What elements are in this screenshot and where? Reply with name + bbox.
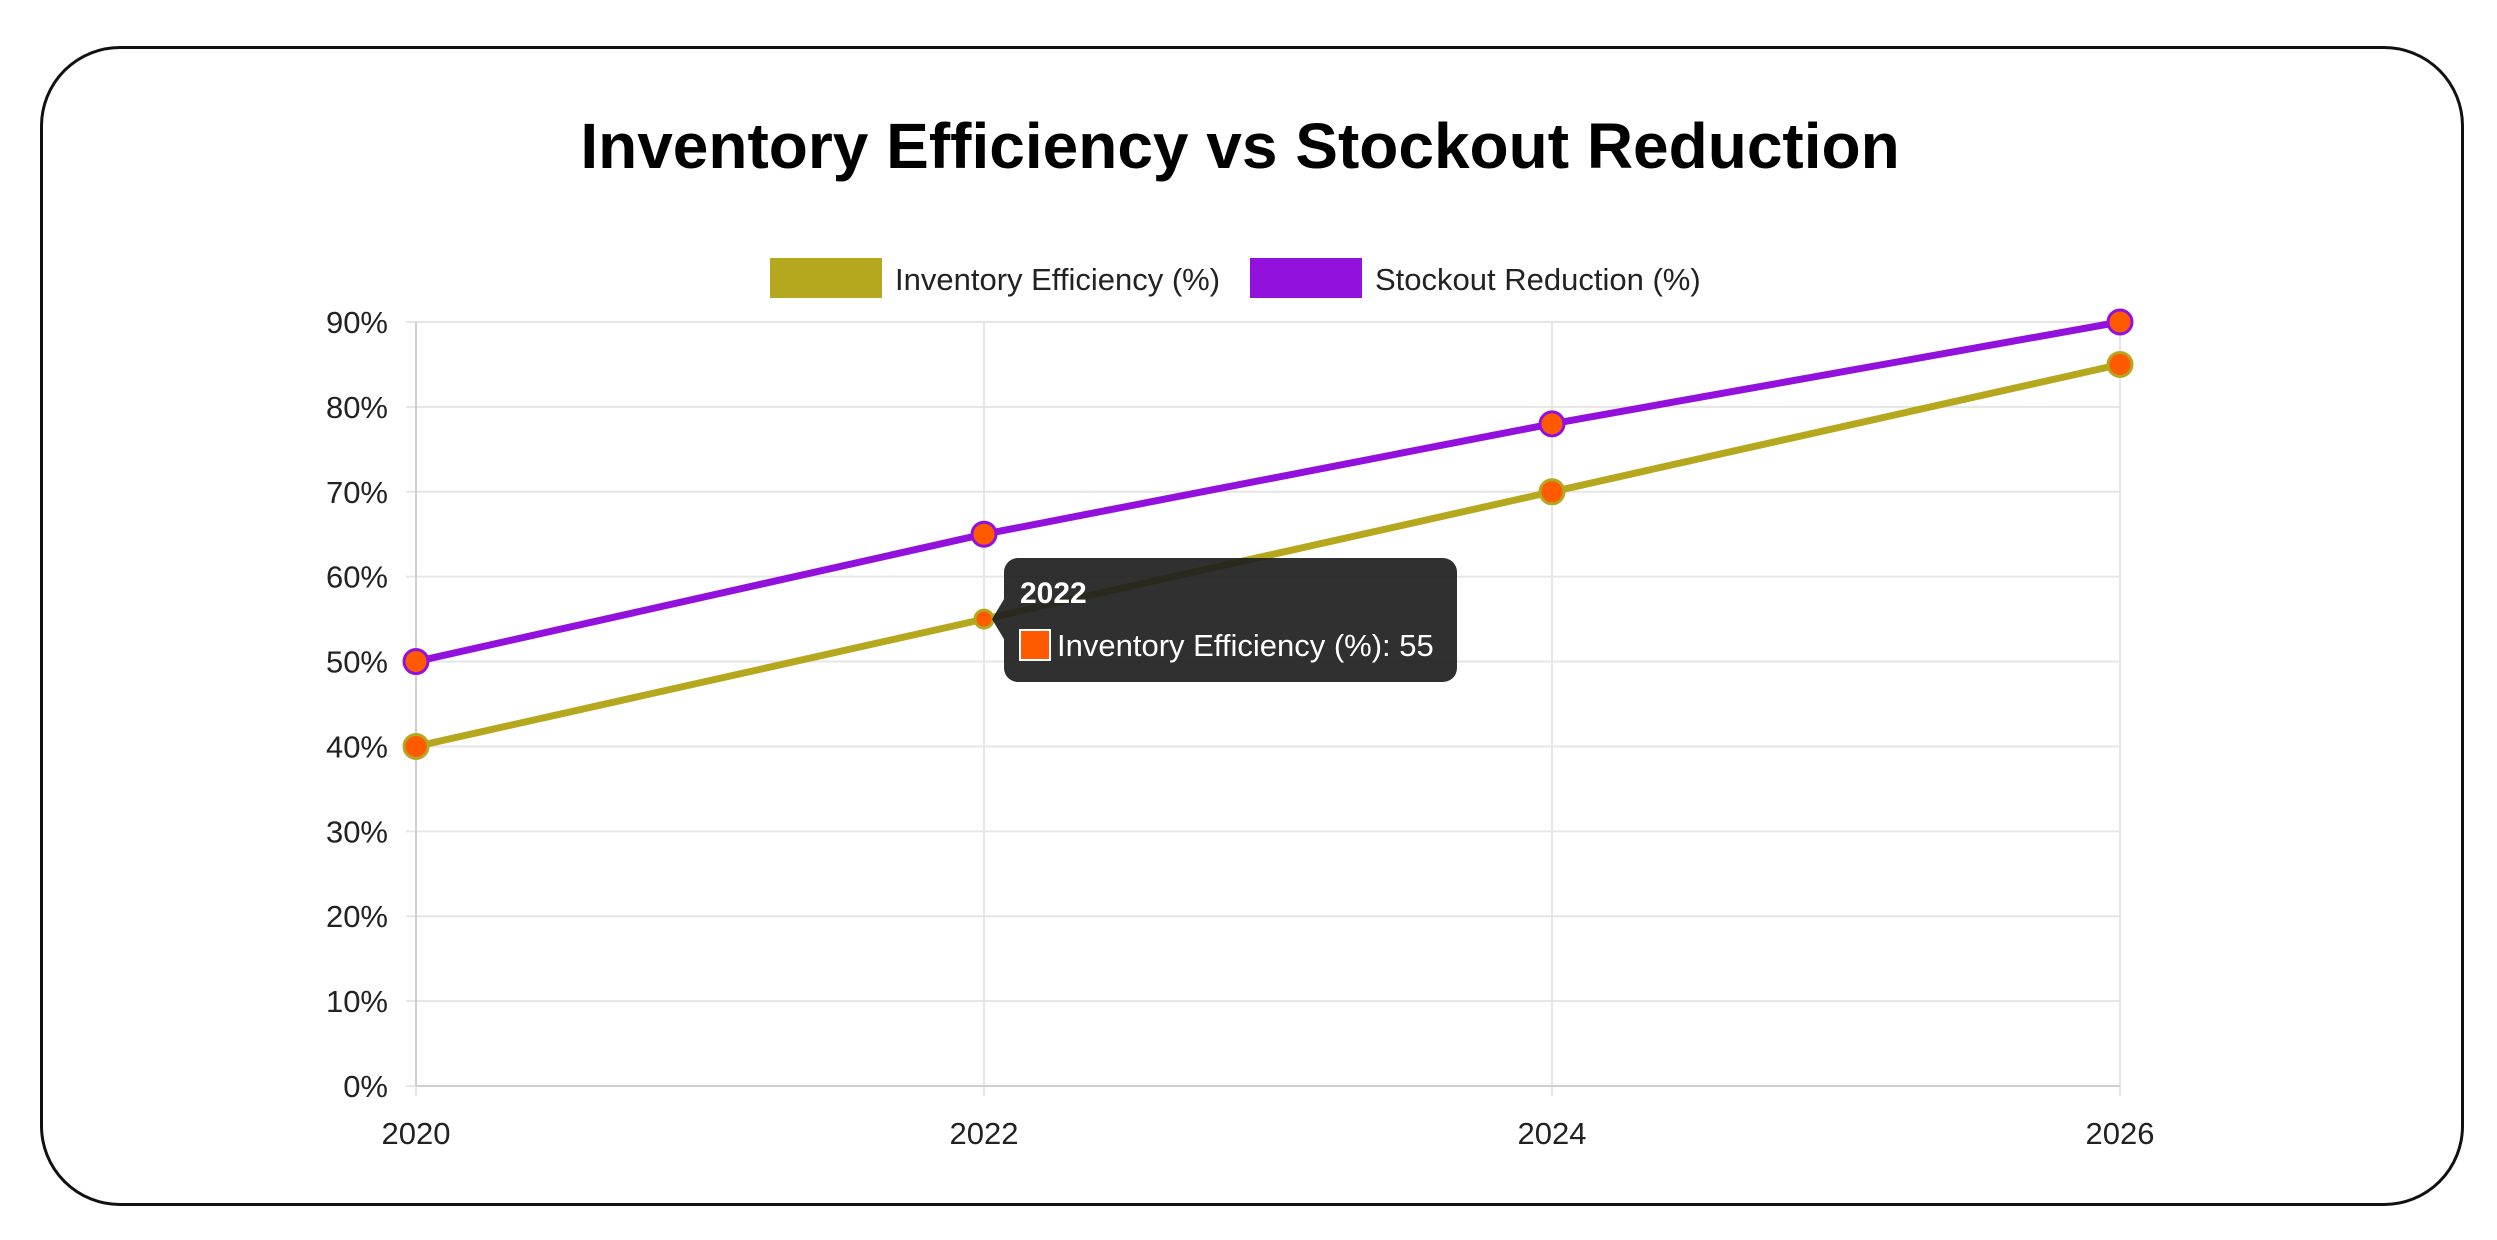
- series-line-0: [412, 360, 2124, 750]
- legend-label-stockout-reduction: Stockout Reduction (%): [1375, 262, 1701, 297]
- grid: [406, 321, 2121, 1096]
- y-tick-label: 50%: [326, 645, 388, 680]
- chart-title: Inventory Efficiency vs Stockout Reducti…: [580, 110, 1899, 182]
- legend: Inventory Efficiency (%) Stockout Reduct…: [770, 258, 1701, 298]
- y-tick-label: 30%: [326, 814, 388, 849]
- legend-item-stockout-reduction[interactable]: Stockout Reduction (%): [1250, 258, 1701, 298]
- legend-label-inventory-efficiency: Inventory Efficiency (%): [895, 262, 1220, 297]
- series: [412, 318, 2124, 750]
- data-point[interactable]: [1538, 478, 1566, 506]
- data-point[interactable]: [970, 520, 998, 548]
- data-point[interactable]: [973, 608, 995, 630]
- y-tick-label: 60%: [326, 560, 388, 595]
- series-line-1: [412, 318, 2124, 666]
- y-tick-label: 10%: [326, 984, 388, 1019]
- legend-swatch-stockout-reduction: [1250, 258, 1362, 298]
- data-point[interactable]: [402, 732, 430, 760]
- tooltip-caret: [992, 599, 1004, 640]
- legend-swatch-inventory-efficiency: [770, 258, 882, 298]
- data-points: [402, 308, 2134, 760]
- data-point[interactable]: [402, 648, 430, 676]
- legend-item-inventory-efficiency[interactable]: Inventory Efficiency (%): [770, 258, 1220, 298]
- tooltip-title: 2022: [1020, 577, 1087, 610]
- axes: 0%10%20%30%40%50%60%70%80%90%2020 2022 202…: [326, 305, 2155, 1151]
- x-tick-label: 2024: [1518, 1116, 1587, 1151]
- y-tick-label: 80%: [326, 390, 388, 425]
- x-tick-label: 2026: [2086, 1116, 2155, 1151]
- y-tick-label: 70%: [326, 475, 388, 510]
- tooltip-box: [1004, 558, 1457, 682]
- data-point[interactable]: [2106, 350, 2134, 378]
- y-tick-label: 40%: [326, 729, 388, 764]
- data-point[interactable]: [2106, 308, 2134, 336]
- x-tick-label: 2022: [950, 1116, 1019, 1151]
- data-point[interactable]: [1538, 410, 1566, 438]
- x-tick-label: 2020: [382, 1116, 451, 1151]
- tooltip: 2022 Inventory Efficiency (%): 55: [992, 558, 1457, 682]
- y-tick-label: 90%: [326, 305, 388, 340]
- tooltip-label: Inventory Efficiency (%): 55: [1057, 628, 1434, 663]
- y-tick-label: 20%: [326, 899, 388, 934]
- y-tick-label: 0%: [343, 1069, 388, 1104]
- tooltip-swatch: [1019, 629, 1051, 661]
